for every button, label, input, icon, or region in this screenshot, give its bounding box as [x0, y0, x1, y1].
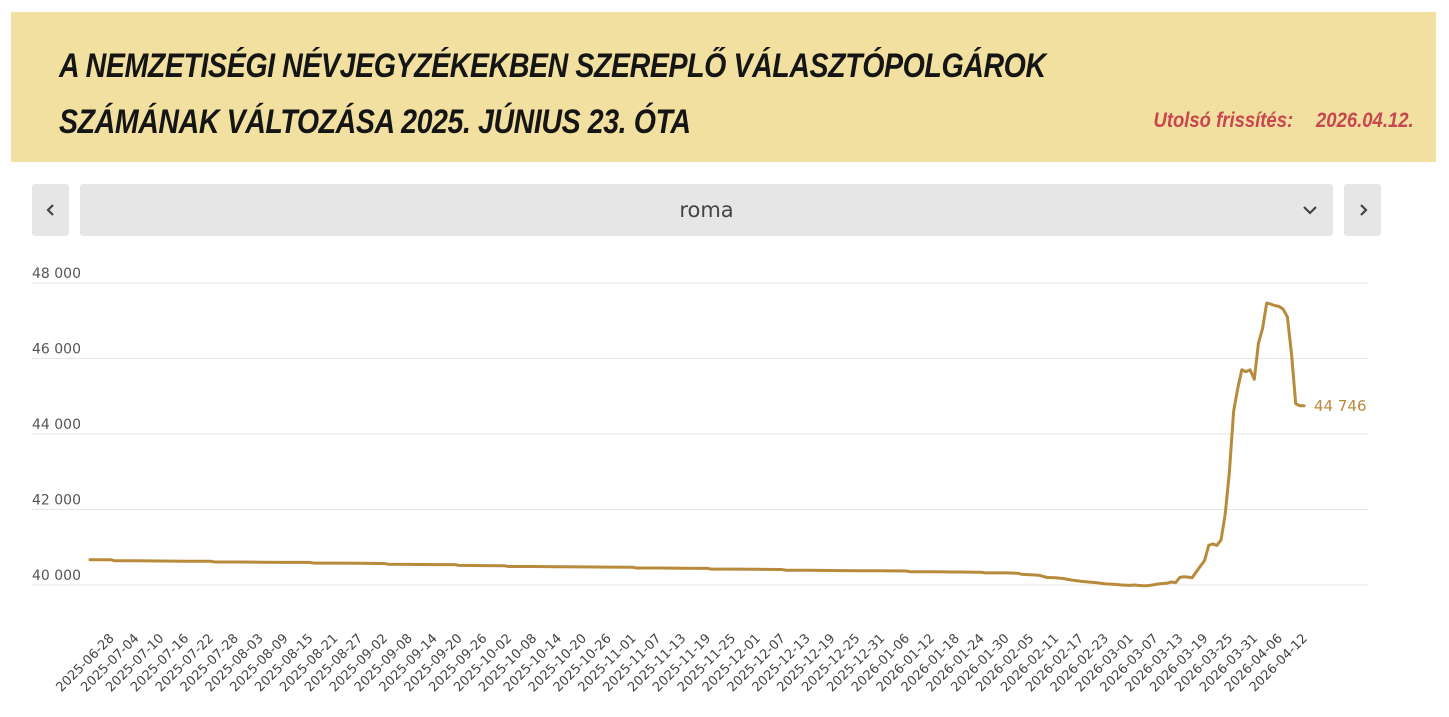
last-updated-date: 2026.04.12.: [1316, 109, 1414, 132]
nationality-select[interactable]: roma: [80, 184, 1333, 236]
page-title-line-1: A NEMZETISÉGI NÉVJEGYZÉKEKBEN SZEREPLŐ V…: [59, 47, 1046, 85]
y-tick-label: 40 000: [32, 568, 81, 584]
page-title: A NEMZETISÉGI NÉVJEGYZÉKEKBEN SZEREPLŐ V…: [59, 38, 1046, 150]
header-banner: A NEMZETISÉGI NÉVJEGYZÉKEKBEN SZEREPLŐ V…: [11, 12, 1436, 162]
page-title-line-2: SZÁMÁNAK VÁLTOZÁSA 2025. JÚNIUS 23. ÓTA: [59, 103, 691, 141]
last-value-label: 44 746: [1314, 397, 1367, 415]
y-tick-label: 48 000: [32, 266, 81, 282]
y-tick-label: 46 000: [32, 342, 81, 358]
next-button[interactable]: [1344, 184, 1381, 236]
y-tick-label: 44 000: [32, 417, 81, 433]
last-updated: Utolsó frissítés: 2026.04.12.: [1154, 109, 1414, 133]
chevron-down-icon: [1303, 206, 1317, 215]
y-tick-label: 42 000: [32, 493, 81, 509]
chevron-right-icon: [1359, 204, 1368, 216]
chevron-left-icon: [45, 204, 54, 216]
last-updated-label: Utolsó frissítés:: [1153, 109, 1294, 132]
previous-button[interactable]: [32, 184, 69, 236]
series-line: [88, 301, 1306, 588]
nationality-select-value: roma: [679, 198, 734, 222]
